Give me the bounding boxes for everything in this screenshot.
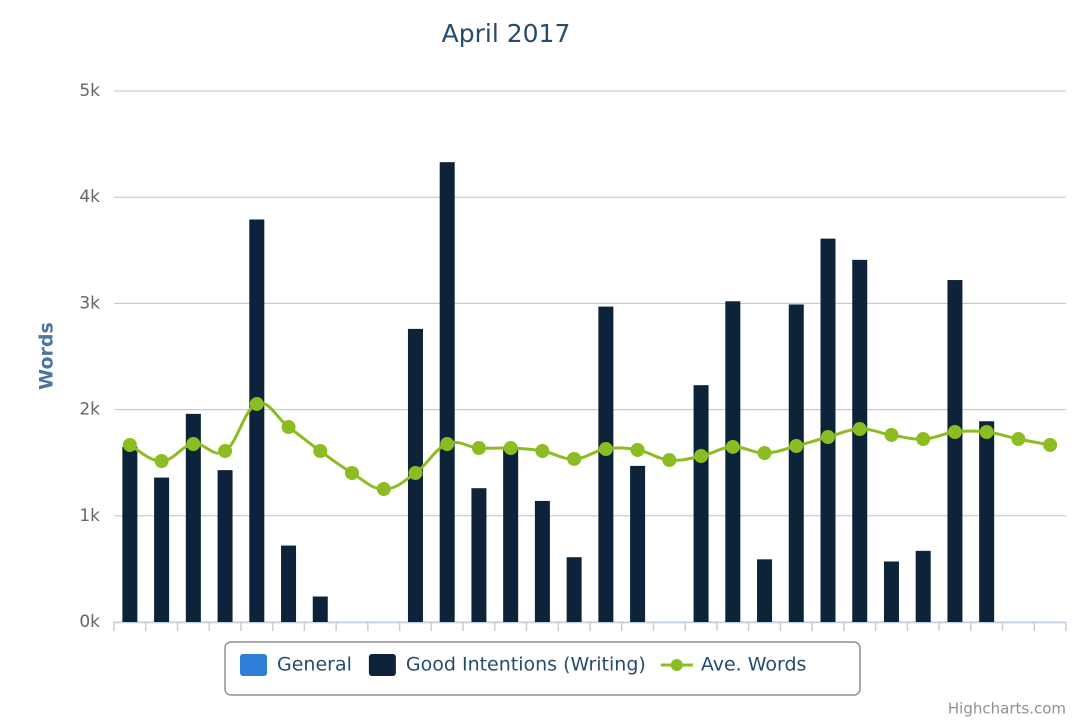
line-marker [662,453,677,468]
line-marker [694,449,709,464]
bar [883,561,899,622]
chart-title: April 2017 [442,19,571,48]
bar [185,413,201,622]
line-marker [154,454,169,469]
line-marker [947,425,962,440]
y-tick-label: 3k [79,293,100,313]
bar [122,446,138,622]
line-marker [249,396,264,411]
line-marker [884,427,899,442]
line-marker [757,446,772,461]
legend-label[interactable]: Good Intentions (Writing) [406,654,646,676]
bar [249,219,265,622]
legend-swatch [240,654,267,676]
line-marker [345,466,359,481]
bar [217,470,233,622]
line-marker [440,437,455,452]
bar [947,280,963,622]
bar [312,596,328,622]
bar [630,465,646,622]
line-marker [598,442,613,457]
line-marker [122,437,137,452]
line-marker [852,422,867,437]
line-marker [725,439,740,454]
bar [566,557,582,622]
bar [534,500,550,622]
line-marker [186,437,201,452]
credits: Highcharts.com [948,700,1066,718]
line-marker [313,444,328,459]
y-tick-label: 5k [79,81,100,101]
bar [979,421,995,622]
line-marker [567,451,582,466]
line-marker [503,441,518,456]
line-marker [821,429,835,444]
legend-swatch [368,654,396,676]
legend-label[interactable]: Ave. Words [701,654,807,676]
y-tick-label: 1k [79,506,100,526]
line-marker [281,420,296,435]
bar [471,488,487,622]
line-marker [218,444,233,459]
legend-marker [670,659,683,671]
bar [154,477,170,622]
line-marker [535,444,550,459]
line-marker [376,482,391,497]
bar [852,259,868,622]
line-marker [1043,437,1058,452]
bar [725,301,741,622]
y-tick-label: 0k [79,612,100,632]
line-marker [1011,432,1026,447]
line-marker [979,425,994,440]
line-marker [471,441,486,456]
line-marker [916,432,931,447]
line-marker [630,442,645,457]
bar [788,304,804,622]
y-tick-label: 2k [79,400,100,420]
bar [757,559,773,622]
legend-label[interactable]: General [277,654,352,676]
y-axis-title: Words [36,322,58,390]
y-tick-label: 4k [79,187,100,207]
bar [598,306,614,622]
line-marker [408,466,423,481]
line-marker [789,439,804,454]
line [129,401,1051,491]
bar [915,550,931,622]
bar [693,385,709,622]
bar [439,162,455,623]
bar [503,446,519,622]
bar [281,545,297,622]
